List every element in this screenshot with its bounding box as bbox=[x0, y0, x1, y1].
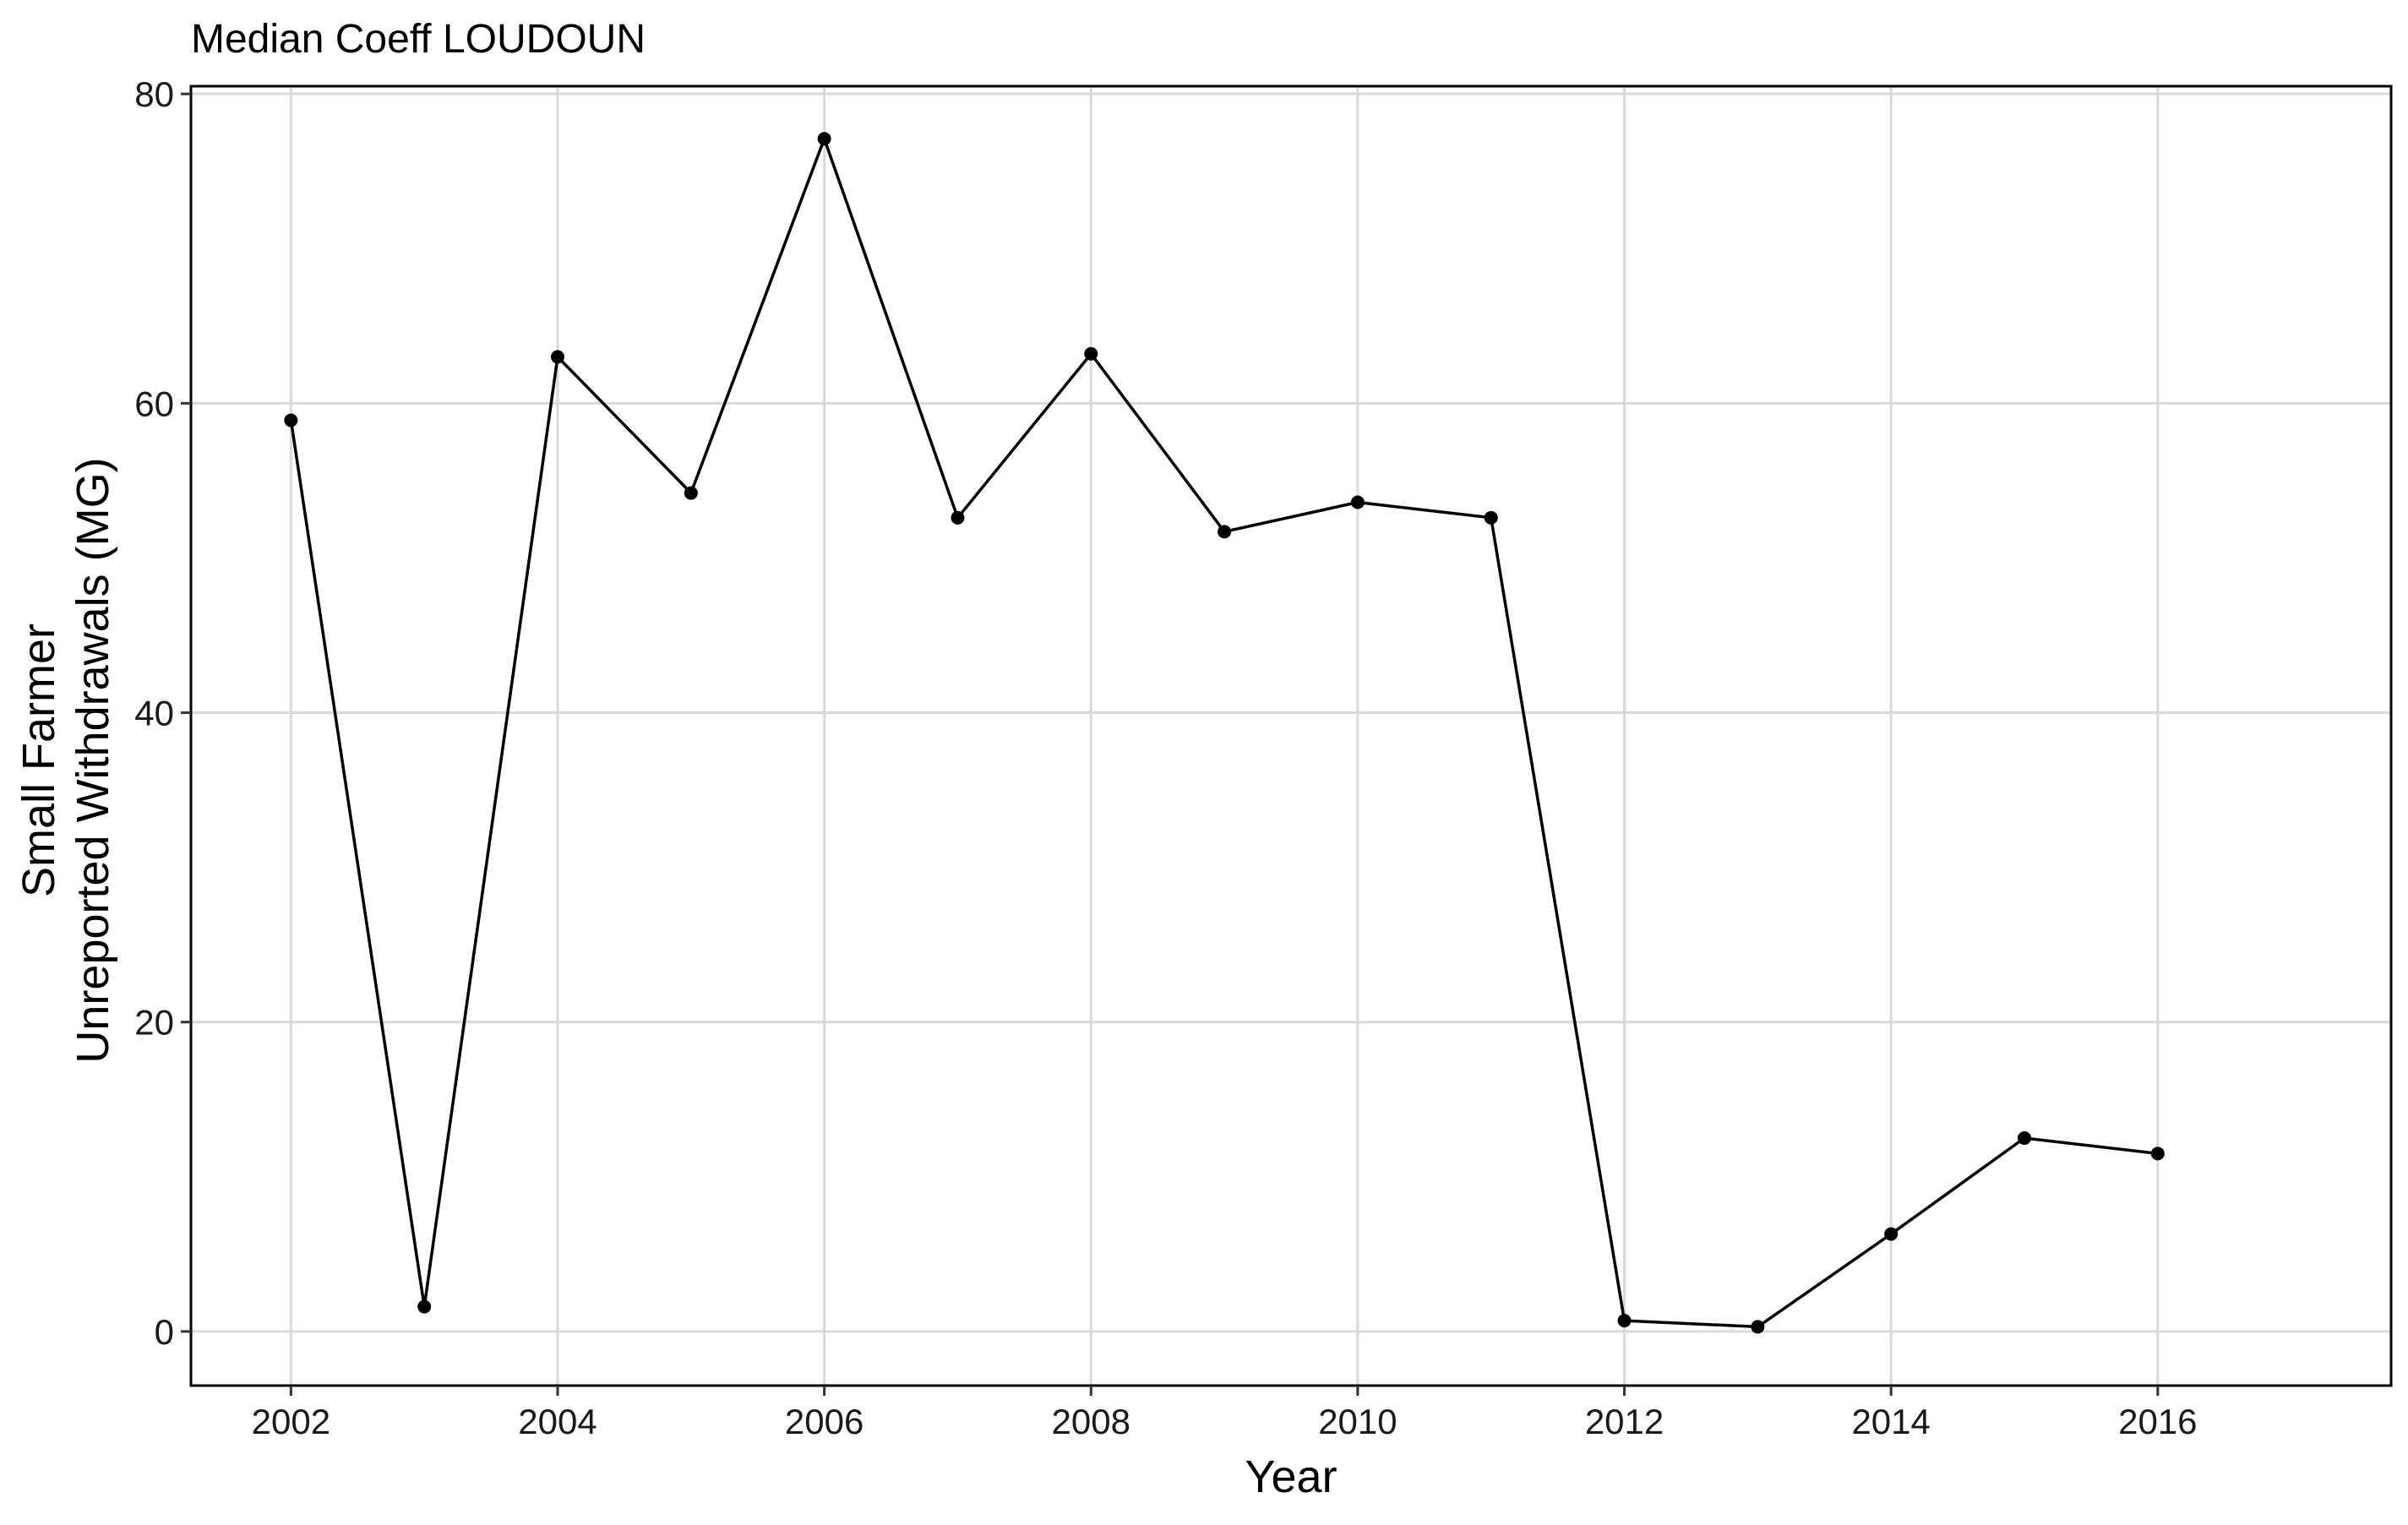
y-axis-title: Small Farmer Unreported Withdrawals (MG) bbox=[14, 457, 118, 1063]
data-point bbox=[1084, 346, 1098, 361]
x-tick-label: 2016 bbox=[2118, 1402, 2197, 1441]
y-axis-title-line-2: Unreported Withdrawals (MG) bbox=[68, 457, 118, 1063]
data-point bbox=[2018, 1131, 2031, 1146]
y-tick-label: 0 bbox=[155, 1312, 174, 1352]
data-point bbox=[2150, 1146, 2165, 1161]
plot-panel-border bbox=[189, 84, 2393, 1387]
data-point bbox=[417, 1299, 432, 1314]
data-point bbox=[1884, 1227, 1899, 1241]
y-axis-title-line-1: Small Farmer bbox=[14, 624, 64, 897]
chart-title: Median Coeff LOUDOUN bbox=[191, 17, 646, 62]
x-tick-label: 2006 bbox=[785, 1402, 864, 1441]
x-tick-label: 2004 bbox=[518, 1402, 597, 1441]
x-tick-label: 2010 bbox=[1318, 1402, 1397, 1441]
data-point bbox=[1218, 525, 1232, 539]
data-point bbox=[1617, 1314, 1632, 1328]
data-point bbox=[1350, 495, 1365, 509]
data-point bbox=[284, 413, 298, 428]
data-point bbox=[951, 510, 965, 525]
x-axis-title: Year bbox=[1245, 1451, 1337, 1502]
x-tick-label: 2012 bbox=[1585, 1402, 1664, 1441]
series-layer bbox=[284, 132, 2165, 1334]
tick-labels: 2002 2004 2006 2008 2010 2012 2014 2016 0 20 40 60 8… bbox=[134, 74, 2197, 1441]
grid-lines bbox=[191, 86, 2391, 1386]
x-tick-label: 2014 bbox=[1851, 1402, 1930, 1441]
axes bbox=[181, 84, 2393, 1396]
data-point bbox=[1751, 1320, 1765, 1334]
x-tick-label: 2008 bbox=[1052, 1402, 1130, 1441]
data-point bbox=[1484, 510, 1498, 525]
data-point bbox=[551, 350, 564, 364]
data-point bbox=[817, 132, 831, 146]
y-tick-label: 20 bbox=[134, 1003, 174, 1043]
series-line bbox=[289, 137, 2159, 1329]
y-tick-label: 40 bbox=[134, 694, 174, 733]
y-tick-label: 80 bbox=[134, 74, 174, 114]
y-tick-label: 60 bbox=[134, 384, 174, 423]
x-tick-label: 2002 bbox=[252, 1402, 330, 1441]
data-point bbox=[684, 486, 698, 500]
